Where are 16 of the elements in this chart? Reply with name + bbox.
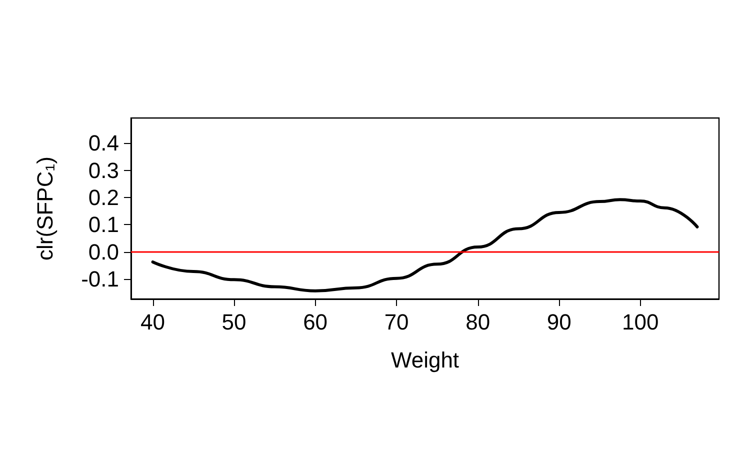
x-tick-label: 70 bbox=[384, 310, 409, 334]
x-tick-label: 60 bbox=[303, 310, 328, 334]
x-tick-label: 90 bbox=[546, 310, 572, 334]
y-axis-title: clr(SFPC₁) bbox=[32, 156, 58, 260]
x-tick-label: 100 bbox=[622, 310, 659, 334]
line-series bbox=[151, 198, 699, 292]
x-axis-title: Weight bbox=[390, 348, 460, 372]
y-tick-label: -0.1 bbox=[81, 266, 119, 292]
y-tick-label: 0.2 bbox=[88, 184, 119, 210]
y-tick-label: 0.1 bbox=[88, 212, 119, 238]
y-tick-label: 0.0 bbox=[88, 239, 119, 264]
x-tick-label: 40 bbox=[140, 310, 166, 334]
x-tick-label: 50 bbox=[222, 310, 246, 334]
x-tick-label: 80 bbox=[466, 310, 490, 334]
y-tick-label: 0.4 bbox=[88, 130, 119, 156]
y-tick-label: 0.3 bbox=[88, 158, 119, 183]
